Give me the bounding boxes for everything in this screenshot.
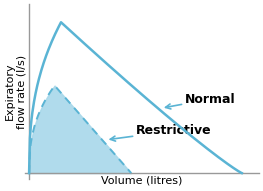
Text: Normal: Normal (165, 93, 235, 109)
X-axis label: Volume (litres): Volume (litres) (101, 176, 183, 186)
Y-axis label: Expiratory
flow rate (l/s): Expiratory flow rate (l/s) (5, 55, 26, 129)
Text: Restrictive: Restrictive (110, 124, 211, 141)
